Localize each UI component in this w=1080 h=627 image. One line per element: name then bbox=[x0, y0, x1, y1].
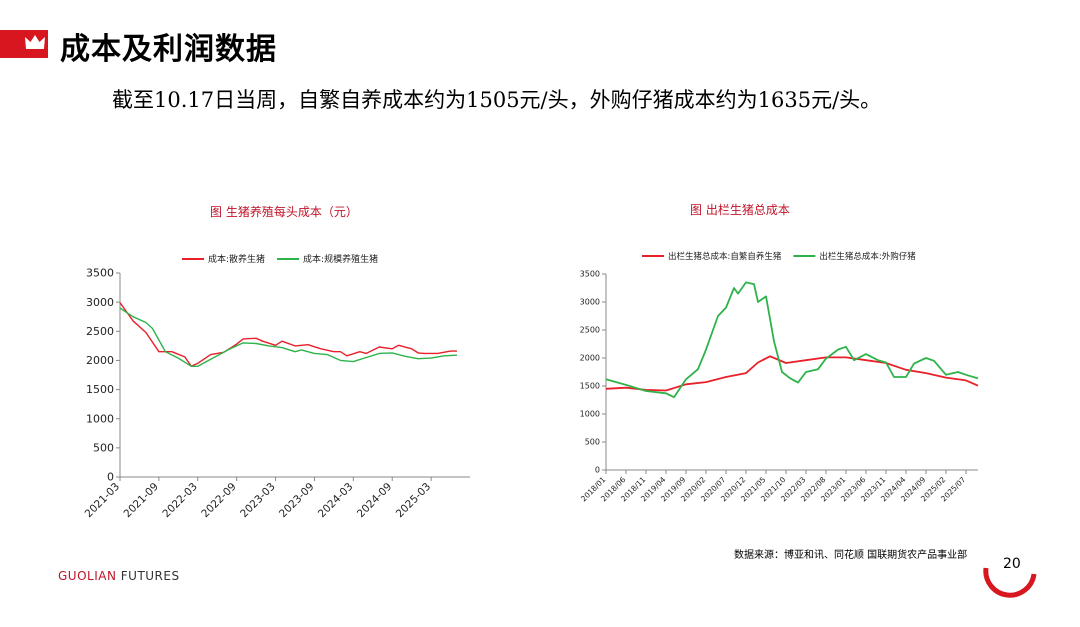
legend-label: 出栏生猪总成本:自繁自养生猪 bbox=[668, 251, 782, 262]
y-tick-label: 1500 bbox=[86, 383, 114, 396]
y-tick-label: 500 bbox=[93, 442, 114, 455]
x-tick-label: 2022-09 bbox=[199, 481, 239, 521]
x-tick-label: 2021-09 bbox=[122, 481, 162, 521]
y-tick-label: 2500 bbox=[580, 326, 600, 335]
x-tick-label: 2024-09 bbox=[355, 481, 395, 521]
page-title: 成本及利润数据 bbox=[60, 32, 277, 67]
x-tick-label: 2025-03 bbox=[394, 481, 434, 521]
y-tick-label: 3500 bbox=[580, 270, 600, 279]
brand-main: GUOLIAN bbox=[58, 569, 117, 583]
y-tick-label: 3500 bbox=[86, 267, 114, 280]
chart-1-title: 图 生猪养殖每头成本（元） bbox=[210, 205, 358, 219]
series-line-2 bbox=[605, 281, 979, 399]
page-number: 20 bbox=[1003, 556, 1021, 572]
y-tick-label: 2000 bbox=[580, 354, 600, 363]
y-tick-label: 2000 bbox=[86, 354, 114, 367]
y-tick-label: 3000 bbox=[580, 298, 600, 307]
chart-2: 05001000150020002500300035002018/012018/… bbox=[579, 251, 979, 503]
x-tick-label: 2023-03 bbox=[238, 481, 278, 521]
series-line-2 bbox=[119, 307, 458, 367]
y-tick-label: 1500 bbox=[580, 382, 600, 391]
legend-label: 成本:散养生猪 bbox=[208, 253, 265, 265]
data-source: 数据来源：博亚和讯、同花顺 国联期货农产品事业部 bbox=[734, 550, 968, 561]
legend-label: 成本:规模养殖生猪 bbox=[303, 253, 378, 265]
footer-brand: GUOLIAN FUTURES bbox=[58, 569, 180, 583]
page-badge-arc-icon bbox=[983, 567, 1037, 598]
y-tick-label: 500 bbox=[585, 438, 600, 447]
series-line-1 bbox=[605, 355, 979, 392]
series-line-1 bbox=[119, 302, 457, 367]
y-tick-label: 1000 bbox=[580, 410, 600, 419]
x-tick-label: 2022-03 bbox=[160, 481, 200, 521]
crown-icon bbox=[25, 35, 45, 49]
x-tick-label: 2021-03 bbox=[83, 481, 123, 521]
x-tick-label: 2024-03 bbox=[316, 481, 356, 521]
y-tick-label: 2500 bbox=[86, 325, 114, 338]
chart-1: 0 500 1000 1500 2000 2500 3000 3500 2021-03 2021-… bbox=[83, 253, 470, 521]
y-tick-label: 3000 bbox=[86, 296, 114, 309]
y-tick-label: 0 bbox=[107, 471, 114, 484]
brand-rest: FUTURES bbox=[116, 569, 180, 583]
y-tick-label: 1000 bbox=[86, 412, 114, 425]
chart-2-title: 图 出栏生猪总成本 bbox=[690, 203, 790, 217]
legend-label: 出栏生猪总成本:外购仔猪 bbox=[819, 251, 916, 262]
y-tick-label: 0 bbox=[595, 466, 600, 475]
page-subtitle: 截至10.17日当周，自繁自养成本约为1505元/头，外购仔猪成本约为1635元… bbox=[112, 88, 882, 112]
x-tick-label: 2023-09 bbox=[277, 481, 317, 521]
